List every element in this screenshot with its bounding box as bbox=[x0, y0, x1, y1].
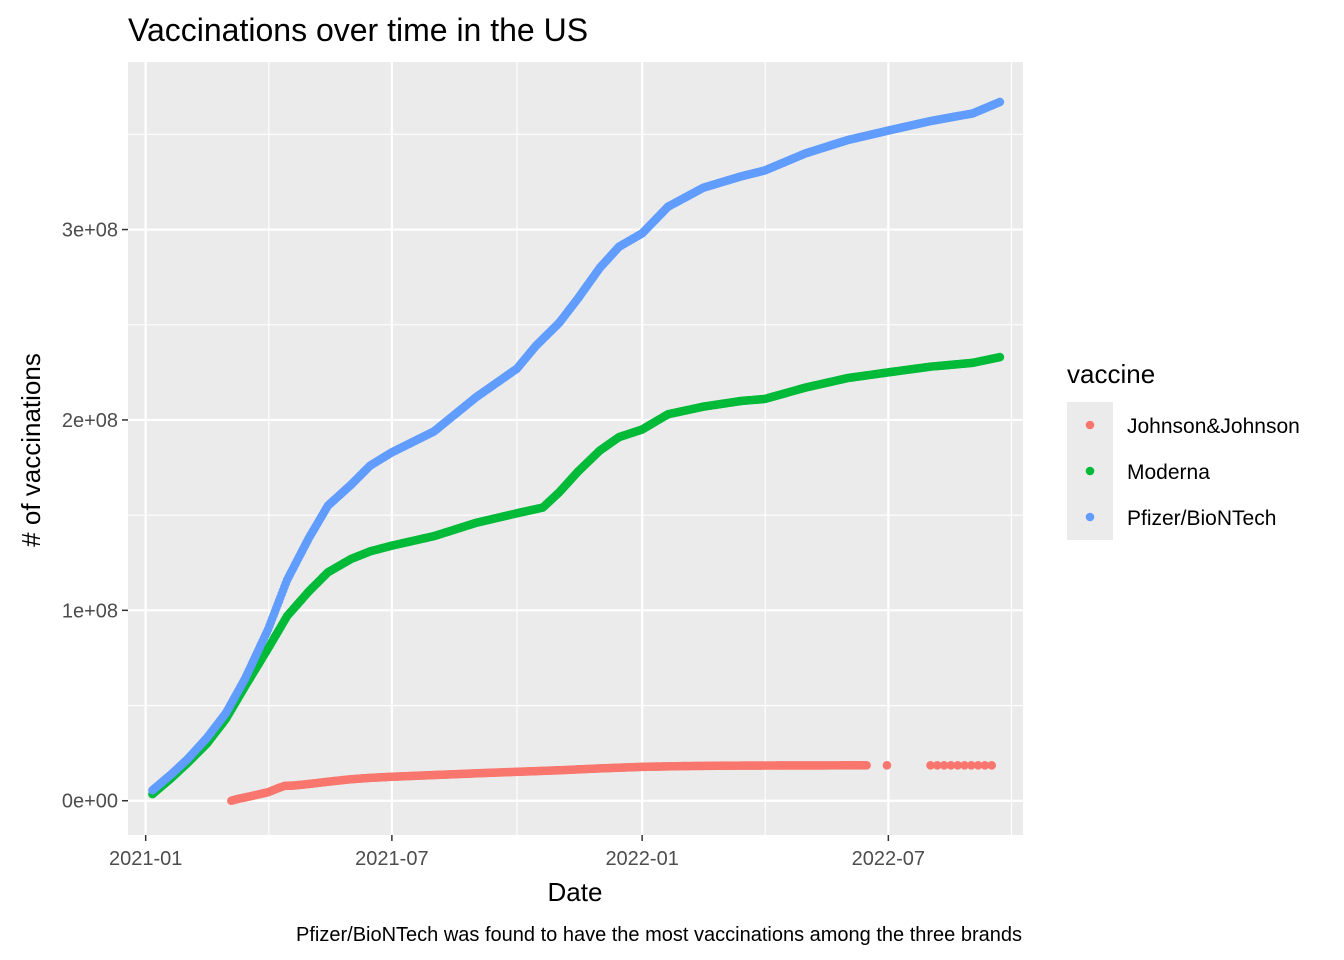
legend-label: Johnson&Johnson bbox=[1127, 415, 1300, 438]
data-point bbox=[939, 761, 949, 770]
data-point bbox=[960, 761, 969, 770]
x-tick-label: 2021-07 bbox=[355, 848, 428, 870]
legend-title: vaccine bbox=[1067, 359, 1155, 389]
series-pfizer-biontech bbox=[148, 97, 1005, 795]
plot-panel bbox=[128, 62, 1023, 835]
y-tick-label: 3e+08 bbox=[62, 220, 118, 242]
chart-caption: Pfizer/BioNTech was found to have the mo… bbox=[296, 924, 1022, 946]
data-point bbox=[980, 761, 990, 770]
data-point bbox=[973, 761, 983, 770]
minor-gridlines bbox=[128, 62, 1023, 835]
x-axis: 2021-01 2021-07 2022-01 2022-07 bbox=[109, 835, 925, 870]
x-tick-label: 2021-01 bbox=[109, 848, 182, 870]
data-point bbox=[995, 352, 1005, 362]
x-axis-title: Date bbox=[548, 877, 603, 907]
series-johnson-johnson bbox=[227, 761, 997, 806]
y-tick-label: 1e+08 bbox=[62, 600, 118, 622]
x-tick-label: 2022-07 bbox=[852, 848, 925, 870]
data-point bbox=[953, 761, 963, 770]
legend-marker bbox=[1085, 466, 1095, 476]
data-point bbox=[967, 761, 976, 770]
data-point bbox=[933, 761, 942, 770]
data-points bbox=[148, 97, 1005, 806]
data-point bbox=[862, 761, 871, 770]
legend-label: Moderna bbox=[1127, 461, 1210, 484]
data-point bbox=[995, 97, 1005, 107]
data-point bbox=[926, 761, 935, 770]
series-moderna bbox=[148, 352, 1005, 799]
legend-marker bbox=[1085, 420, 1095, 430]
y-axis-title: # of vaccinations bbox=[16, 353, 46, 547]
legend: vaccine Johnson&Johnson Moderna Pfizer/Bio… bbox=[1067, 359, 1300, 540]
y-axis: 0e+00 1e+08 2e+08 3e+08 bbox=[62, 220, 128, 813]
legend-marker bbox=[1085, 512, 1095, 522]
legend-label: Pfizer/BioNTech bbox=[1127, 507, 1276, 530]
data-point bbox=[987, 761, 997, 770]
chart-title: Vaccinations over time in the US bbox=[128, 12, 588, 48]
y-tick-label: 0e+00 bbox=[62, 791, 118, 813]
data-point bbox=[946, 761, 956, 770]
y-tick-label: 2e+08 bbox=[62, 410, 118, 432]
data-point bbox=[882, 761, 892, 770]
x-tick-label: 2022-01 bbox=[605, 848, 678, 870]
